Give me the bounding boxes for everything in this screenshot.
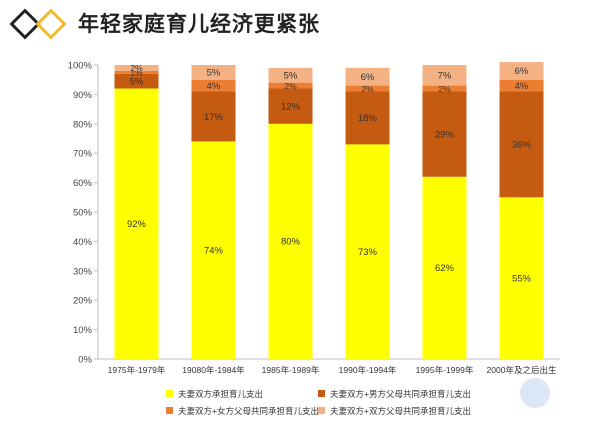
data-label: 5% xyxy=(207,68,221,79)
data-label: 6% xyxy=(361,72,375,83)
bar-segment xyxy=(422,91,467,177)
x-tick-label: 1995年-1999年 xyxy=(416,365,474,375)
data-label: 55% xyxy=(512,273,532,284)
data-label: 2% xyxy=(438,84,451,94)
data-label: 6% xyxy=(515,66,529,77)
y-tick-label: 80% xyxy=(73,119,93,130)
legend-swatch xyxy=(166,390,173,397)
data-label: 2% xyxy=(361,84,374,94)
x-tick-label: 1985年-1989年 xyxy=(262,365,320,375)
bar-segment xyxy=(114,70,159,74)
y-tick-label: 60% xyxy=(73,178,93,189)
bar-segment xyxy=(499,62,544,80)
data-label: 4% xyxy=(515,81,529,92)
bar-segment xyxy=(191,91,236,142)
y-tick-label: 70% xyxy=(73,149,93,160)
bar-segment xyxy=(499,91,544,198)
bar-segment xyxy=(422,176,467,359)
x-tick-label: 19080年-1984年 xyxy=(182,365,245,375)
bar-segment xyxy=(191,141,236,359)
y-tick-label: 40% xyxy=(73,237,93,248)
bar-segment xyxy=(114,65,159,71)
bar-segment xyxy=(422,65,467,86)
bar-segment xyxy=(114,88,159,360)
legend-swatch xyxy=(318,407,325,414)
header: 年轻家庭育儿经济更紧张 xyxy=(9,6,320,40)
data-label: 5% xyxy=(284,71,298,82)
bar-segment xyxy=(422,85,467,92)
legend-label: 夫妻双方+女方父母共同承担育儿支出 xyxy=(178,406,319,416)
page-title: 年轻家庭育儿经济更紧张 xyxy=(78,12,320,36)
x-tick-label: 1975年-1979年 xyxy=(108,365,166,375)
bar-segment xyxy=(345,144,390,359)
legend-label: 夫妻双方承担育儿支出 xyxy=(178,389,263,399)
legend-swatch xyxy=(318,390,325,397)
data-label: 1% xyxy=(130,68,143,78)
y-tick-label: 20% xyxy=(73,296,93,307)
y-tick-label: 10% xyxy=(73,325,93,336)
y-tick-label: 90% xyxy=(73,90,93,101)
y-tick-label: 0% xyxy=(78,355,92,366)
bar-segment xyxy=(191,79,236,92)
legend-swatch xyxy=(166,407,173,414)
data-label: 36% xyxy=(512,140,532,151)
x-tick-label: 2000年及之后出生 xyxy=(487,365,557,375)
y-tick-label: 50% xyxy=(73,208,93,219)
data-label: 7% xyxy=(438,71,452,82)
data-label: 4% xyxy=(207,81,221,92)
bar-segment xyxy=(268,88,313,124)
bar-segment xyxy=(191,65,236,80)
data-label: 74% xyxy=(204,246,224,257)
decorative-circle xyxy=(520,378,550,408)
x-tick-label: 1990年-1994年 xyxy=(339,365,397,375)
data-label: 92% xyxy=(127,219,147,230)
data-label: 12% xyxy=(281,101,301,112)
y-tick-label: 30% xyxy=(73,266,93,277)
data-label: 17% xyxy=(204,112,224,123)
data-label: 62% xyxy=(435,263,455,274)
data-label: 2% xyxy=(284,81,297,91)
data-label: 29% xyxy=(435,129,455,140)
data-label: 73% xyxy=(358,247,378,258)
legend-label: 夫妻双方+双方父母共同承担育儿支出 xyxy=(330,406,471,416)
legend-label: 夫妻双方+男方父母共同承担育儿支出 xyxy=(330,389,471,399)
data-label: 80% xyxy=(281,237,301,248)
bar-segment xyxy=(268,82,313,89)
data-label: 2% xyxy=(130,63,143,73)
bar-segment xyxy=(114,73,159,89)
bar-segment xyxy=(268,123,313,359)
bar-segment xyxy=(268,67,313,83)
y-tick-label: 100% xyxy=(68,61,93,72)
bar-segment xyxy=(345,91,390,145)
bar-segment xyxy=(499,79,544,92)
data-label: 5% xyxy=(130,76,144,87)
bar-segment xyxy=(499,197,544,359)
bar-segment xyxy=(345,67,390,86)
bar-segment xyxy=(345,85,390,92)
data-label: 18% xyxy=(358,113,378,124)
